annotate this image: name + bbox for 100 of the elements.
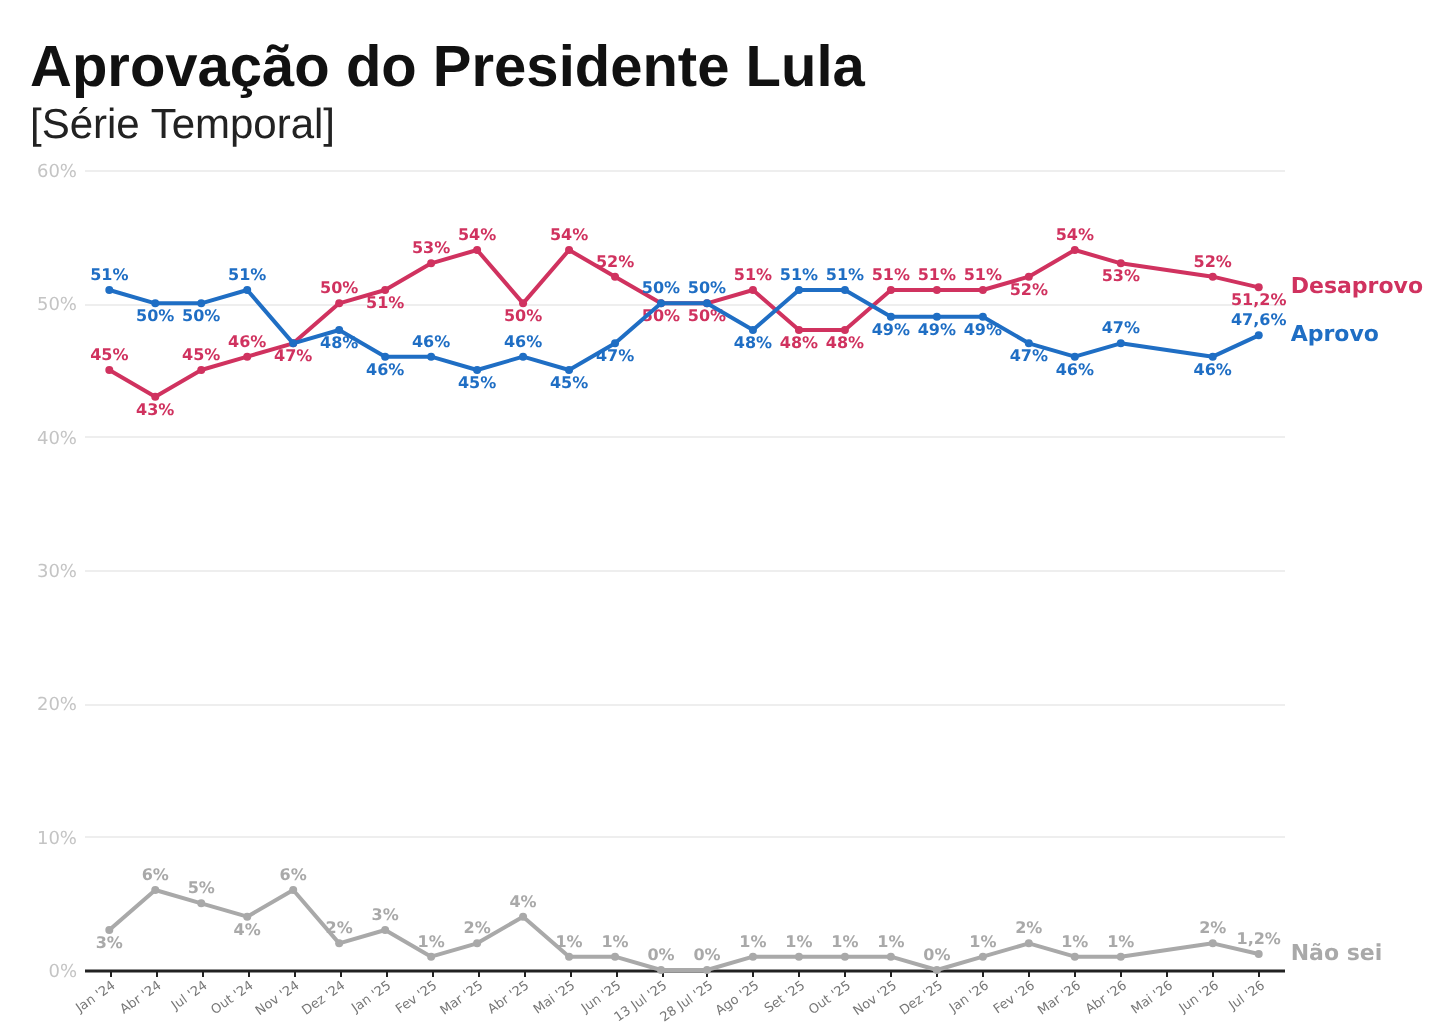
data-label: 45% [182, 346, 221, 364]
data-label: 1% [1061, 932, 1089, 951]
data-label: 54% [1055, 226, 1094, 244]
data-label: 53% [411, 239, 451, 258]
point [748, 286, 757, 294]
point [565, 366, 574, 374]
data-label: 5% [187, 879, 215, 898]
data-label: 6% [141, 866, 169, 884]
data-label: 47% [1009, 347, 1048, 366]
data-label: 50% [503, 307, 543, 326]
data-label: 3% [371, 906, 399, 924]
data-label: 47% [274, 347, 313, 366]
data-label: 2% [1199, 919, 1227, 938]
point [243, 352, 252, 361]
data-label: 1,2% [1236, 930, 1281, 948]
data-label: 1% [739, 932, 767, 951]
data-label: 48% [733, 334, 773, 352]
point [1070, 352, 1079, 361]
series-label: Aprovo [1290, 321, 1380, 348]
data-label: 1% [969, 932, 997, 951]
point [105, 286, 114, 294]
data-label: 2% [463, 919, 491, 938]
data-label: 1% [1107, 932, 1135, 951]
data-label: 0% [923, 946, 951, 964]
data-label: 51% [733, 266, 773, 284]
point [978, 286, 987, 294]
point [1116, 952, 1125, 961]
point [932, 286, 941, 294]
point [565, 246, 574, 254]
data-label: 52% [1193, 252, 1232, 271]
data-label: 46% [503, 332, 543, 351]
point [151, 886, 160, 894]
y-tick-label: 10% [36, 829, 78, 850]
point [886, 286, 895, 294]
point [197, 299, 206, 308]
data-label: 0% [693, 946, 721, 964]
data-label: 50% [641, 279, 681, 298]
point [381, 352, 390, 361]
data-label: 51,2% [1230, 291, 1287, 310]
data-label: 50% [136, 307, 175, 326]
data-label: 4% [233, 920, 261, 939]
point [978, 312, 987, 321]
point [748, 326, 757, 334]
point [105, 366, 114, 374]
point [289, 886, 298, 894]
data-label: 51% [90, 266, 129, 284]
point [519, 352, 528, 361]
data-label: 1% [417, 932, 445, 951]
point [243, 912, 252, 921]
point [978, 952, 987, 961]
data-label: 3% [95, 934, 123, 952]
point [932, 312, 941, 321]
point [1024, 272, 1033, 281]
point [381, 926, 390, 934]
y-tick-label: 0% [48, 963, 78, 983]
point [794, 326, 803, 334]
data-label: 54% [549, 226, 589, 244]
point [611, 339, 620, 348]
point [1116, 339, 1125, 348]
data-label: 47% [1101, 319, 1140, 338]
data-label: 46% [1193, 360, 1232, 379]
data-label: 50% [320, 279, 359, 298]
data-label: 51% [917, 266, 957, 284]
point [1208, 352, 1217, 361]
data-label: 45% [549, 374, 589, 392]
point [1254, 283, 1263, 292]
point [1070, 246, 1079, 254]
data-label: 46% [1055, 360, 1094, 379]
point [151, 392, 160, 401]
point [611, 952, 620, 961]
point [519, 299, 528, 308]
data-label: 48% [825, 334, 865, 352]
data-label: 43% [136, 400, 175, 419]
data-label: 52% [1009, 280, 1048, 299]
point [335, 939, 344, 948]
point [473, 366, 482, 374]
point [519, 912, 528, 921]
point [335, 326, 344, 334]
series-label: Não sei [1290, 940, 1383, 966]
data-label: 52% [595, 252, 635, 271]
data-label: 2% [1015, 919, 1043, 938]
data-label: 48% [320, 334, 359, 352]
point [565, 952, 574, 961]
point [886, 312, 895, 321]
data-label: 54% [457, 226, 497, 244]
data-label: 45% [90, 346, 129, 364]
data-label: 0% [647, 946, 675, 964]
point [794, 286, 803, 294]
data-label: 46% [228, 332, 267, 351]
point [105, 926, 114, 934]
point [886, 952, 895, 961]
data-label: 1% [877, 932, 905, 951]
data-label: 49% [963, 320, 1003, 339]
point [1024, 939, 1033, 948]
point [1208, 272, 1217, 281]
data-label: 45% [457, 374, 497, 392]
point [1254, 331, 1263, 340]
y-tick-label: 50% [36, 296, 78, 317]
data-label: 51% [871, 266, 911, 284]
point [243, 286, 252, 294]
